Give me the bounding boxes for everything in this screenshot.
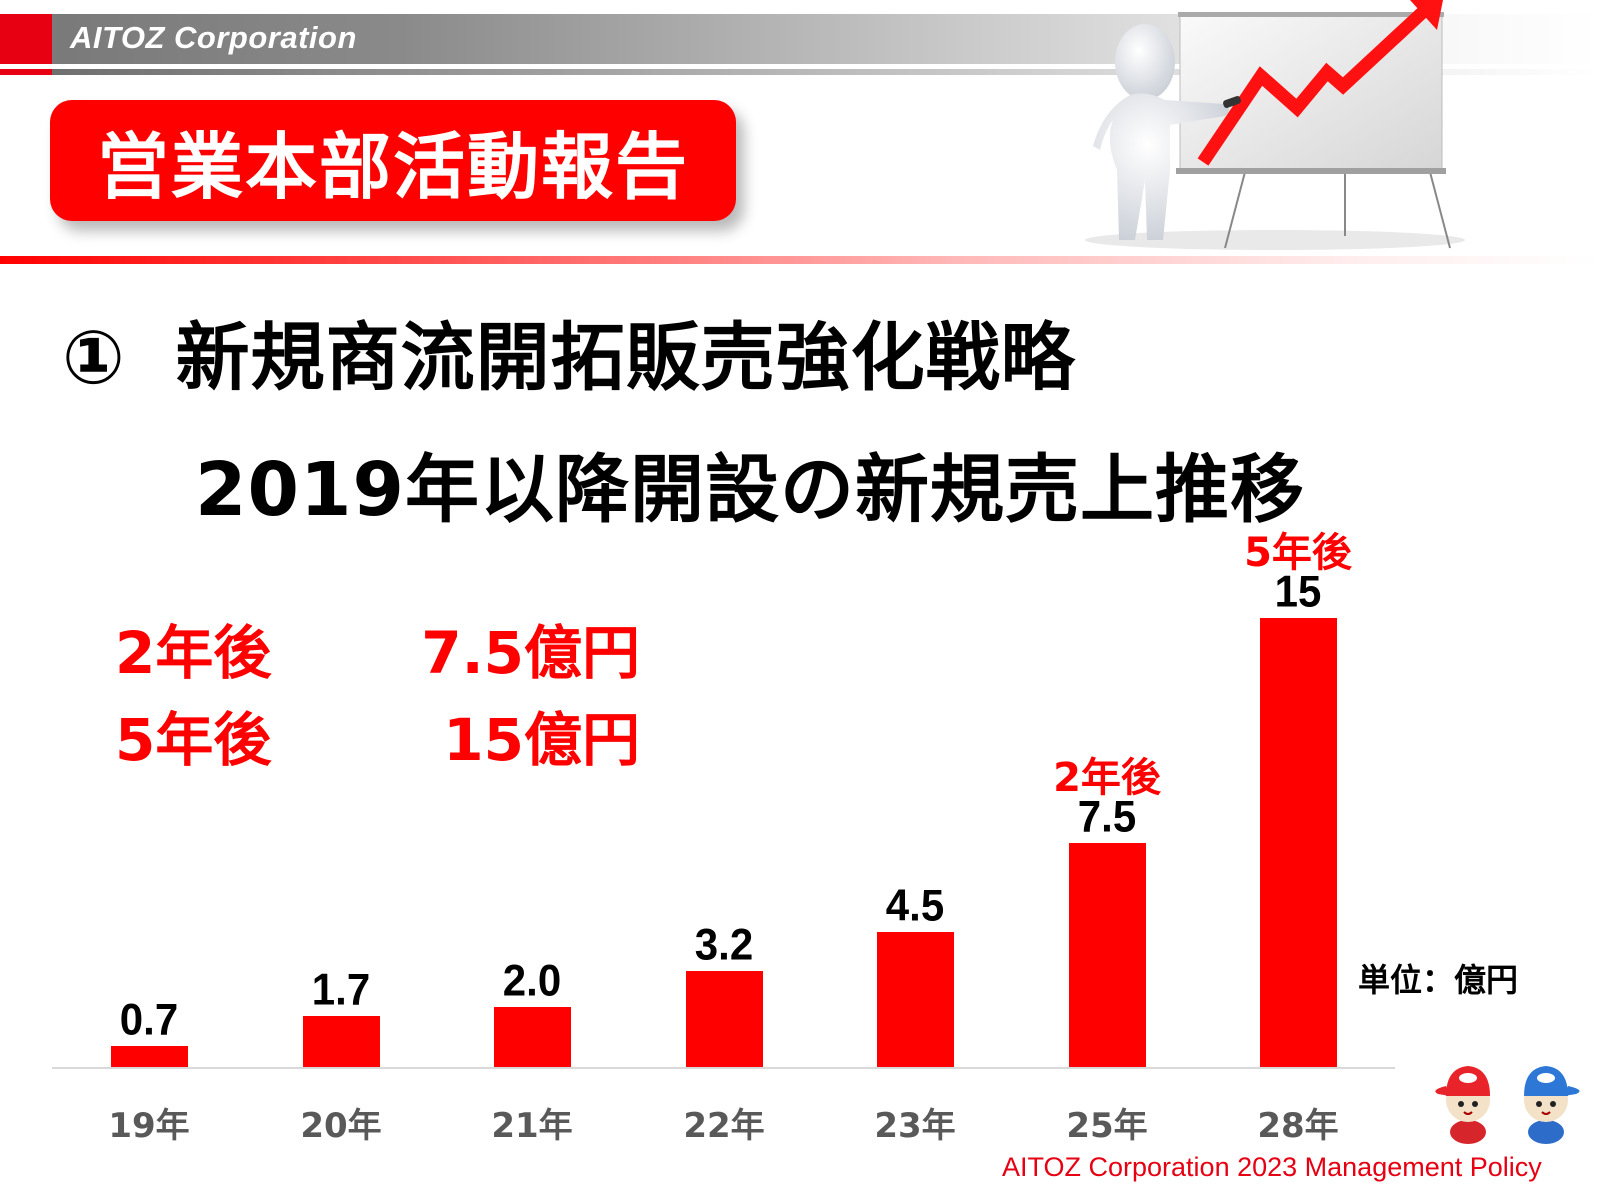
x-axis-label: 28年: [1257, 1106, 1339, 1146]
chart-bar: [685, 971, 763, 1067]
header-red-block: [0, 14, 52, 64]
chart-bar: [1068, 843, 1146, 1067]
x-axis-label: 23年: [874, 1106, 956, 1146]
chart-bar: [1259, 618, 1337, 1067]
x-axis-label: 25年: [1066, 1106, 1148, 1146]
x-axis-label: 19年: [108, 1106, 190, 1146]
footer-text: AITOZ Corporation 2023 Management Policy: [1002, 1152, 1542, 1182]
heading-line1: 新規商流開拓販売強化戦略: [175, 315, 1076, 401]
heading-number: ①: [62, 315, 126, 401]
chart-bar: [876, 932, 954, 1067]
summary-label: 2年後: [115, 619, 272, 687]
summary-label: 5年後: [115, 706, 272, 774]
summary-value: 7.5億円: [421, 619, 640, 687]
presenter-chart-illustration-icon: [1085, 0, 1465, 250]
x-axis-label: 21年: [491, 1106, 573, 1146]
chart-bar: [110, 1046, 188, 1067]
chart-bar: [302, 1016, 380, 1067]
brand-logo-text: AITOZ Corporation: [70, 20, 357, 55]
bar-value-label: 2.0: [502, 955, 562, 1006]
section-title-badge: 営業本部活動報告: [50, 100, 736, 221]
summary-row-5yr: 5年後 15億円: [115, 693, 640, 774]
summary-value: 15億円: [443, 706, 640, 774]
bar-value-label: 7.5: [1077, 791, 1137, 842]
section-divider: [0, 256, 1600, 264]
strategy-heading: ① 新規商流開拓販売強化戦略: [62, 298, 1076, 405]
bar-value-label: 3.2: [694, 919, 754, 970]
chart-title: 2019年以降開設の新規売上推移: [195, 447, 1305, 533]
bar-annotation: 2年後: [1053, 755, 1161, 801]
x-axis-label: 20年: [300, 1106, 382, 1146]
x-axis-label: 22年: [683, 1106, 765, 1146]
summary-row-2yr: 2年後 7.5億円: [115, 606, 640, 687]
bar-value-label: 4.5: [885, 880, 945, 931]
chart-bar: [493, 1007, 571, 1067]
bar-value-label: 15: [1274, 566, 1322, 617]
header-underline: [0, 69, 1600, 75]
unit-label: 単位：億円: [1358, 961, 1519, 999]
chart-baseline: [52, 1067, 1395, 1069]
mascot-characters-icon: [1435, 1066, 1580, 1144]
section-title: 営業本部活動報告: [96, 125, 689, 209]
bar-value-label: 0.7: [119, 994, 179, 1045]
bar-value-label: 1.7: [311, 964, 371, 1015]
bar-annotation: 5年後: [1244, 530, 1352, 576]
